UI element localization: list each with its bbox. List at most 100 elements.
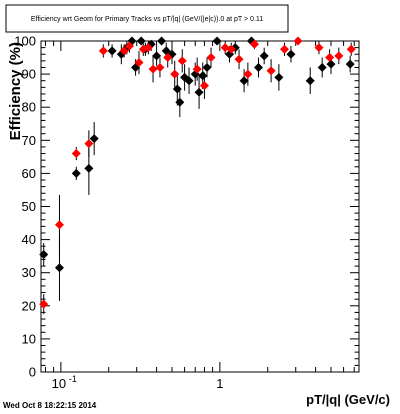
y-tick-label: 20	[22, 298, 36, 313]
data-point	[334, 47, 344, 65]
y-tick-label: 40	[22, 232, 36, 247]
diamond-marker	[39, 299, 49, 309]
diamond-marker	[107, 46, 117, 56]
diamond-marker	[346, 44, 356, 54]
data-point	[54, 194, 64, 255]
diamond-marker	[71, 168, 81, 178]
diamond-marker	[334, 51, 344, 61]
data-point	[199, 72, 209, 99]
data-point	[325, 49, 335, 66]
data-point	[280, 42, 290, 56]
diamond-marker	[199, 81, 209, 91]
diamond-marker	[234, 54, 244, 64]
diamond-marker	[293, 36, 303, 46]
diamond-marker	[157, 36, 167, 46]
diamond-marker	[206, 53, 216, 63]
diamond-marker	[84, 163, 94, 173]
data-point	[259, 47, 269, 65]
diamond-marker	[202, 62, 212, 72]
diamond-marker	[172, 84, 182, 94]
diamond-marker	[124, 41, 134, 51]
data-point	[184, 67, 194, 94]
data-point	[254, 57, 264, 78]
diamond-marker	[184, 76, 194, 86]
data-point	[202, 57, 212, 78]
y-tick-label: 50	[22, 199, 36, 214]
diamond-marker	[274, 72, 284, 82]
data-point	[71, 166, 81, 181]
diamond-marker	[143, 43, 153, 53]
data-point	[314, 41, 324, 55]
diamond-marker	[345, 59, 355, 69]
data-point	[155, 57, 165, 78]
y-tick-label: 80	[22, 100, 36, 115]
x-tick-label-exponent: -1	[69, 374, 77, 384]
diamond-marker	[314, 43, 324, 53]
diamond-marker	[98, 46, 108, 56]
diamond-marker	[249, 39, 259, 49]
data-point	[136, 36, 146, 46]
data-point	[148, 55, 158, 83]
data-point	[180, 64, 190, 91]
data-point	[239, 69, 249, 93]
data-point	[346, 42, 356, 56]
x-axis-title: pT/|q| (GeV/c)	[306, 392, 390, 407]
data-point	[249, 39, 259, 50]
data-point	[234, 49, 244, 70]
x-tick-label: 1	[216, 376, 223, 391]
data-point	[177, 49, 187, 73]
y-tick-label: 30	[22, 265, 36, 280]
data-point	[157, 36, 167, 46]
series-black	[39, 36, 355, 301]
diamond-marker	[134, 58, 144, 68]
diamond-marker	[192, 64, 202, 74]
diamond-marker	[54, 263, 64, 273]
data-point	[345, 55, 355, 73]
diamond-marker	[119, 46, 129, 56]
diamond-marker	[163, 53, 173, 63]
title-box: Efficiency wrt Geom for Primary Tracks v…	[5, 4, 289, 33]
diamond-marker	[148, 64, 158, 74]
diamond-marker	[326, 59, 336, 69]
data-point	[107, 44, 117, 58]
data-point	[175, 87, 185, 118]
data-point	[84, 130, 94, 157]
data-point	[89, 122, 99, 156]
data-point	[266, 59, 276, 83]
data-point	[206, 47, 216, 68]
data-point	[305, 67, 315, 94]
data-point	[293, 36, 303, 46]
diamond-marker	[71, 149, 81, 159]
data-point	[134, 50, 144, 75]
data-point	[212, 36, 222, 46]
y-tick-label: 90	[22, 67, 36, 82]
diamond-marker	[127, 36, 137, 46]
diamond-marker	[226, 44, 236, 54]
diamond-marker	[175, 97, 185, 107]
data-point	[170, 60, 180, 88]
diamond-marker	[39, 249, 49, 259]
footer-timestamp: Wed Oct 8 18:22:15 2014	[3, 401, 97, 410]
diamond-marker	[243, 69, 253, 79]
axis-ticks	[41, 40, 359, 373]
diamond-marker	[84, 139, 94, 149]
data-point	[119, 44, 129, 58]
data-point	[124, 41, 134, 53]
data-point	[39, 242, 49, 267]
diamond-marker	[89, 134, 99, 144]
x-tick-labels: 10 -1 1	[52, 374, 224, 391]
y-tick-label: 10	[22, 331, 36, 346]
data-point	[127, 36, 137, 46]
data-point	[39, 294, 49, 315]
data-point	[194, 75, 204, 109]
data-point	[226, 42, 236, 56]
y-tick-label: 70	[22, 133, 36, 148]
diamond-marker	[177, 56, 187, 66]
diamond-marker	[254, 62, 264, 72]
diamond-marker	[161, 46, 171, 56]
diamond-marker	[266, 66, 276, 76]
diamond-marker	[317, 62, 327, 72]
data-point	[286, 45, 296, 63]
data-point	[163, 47, 173, 68]
